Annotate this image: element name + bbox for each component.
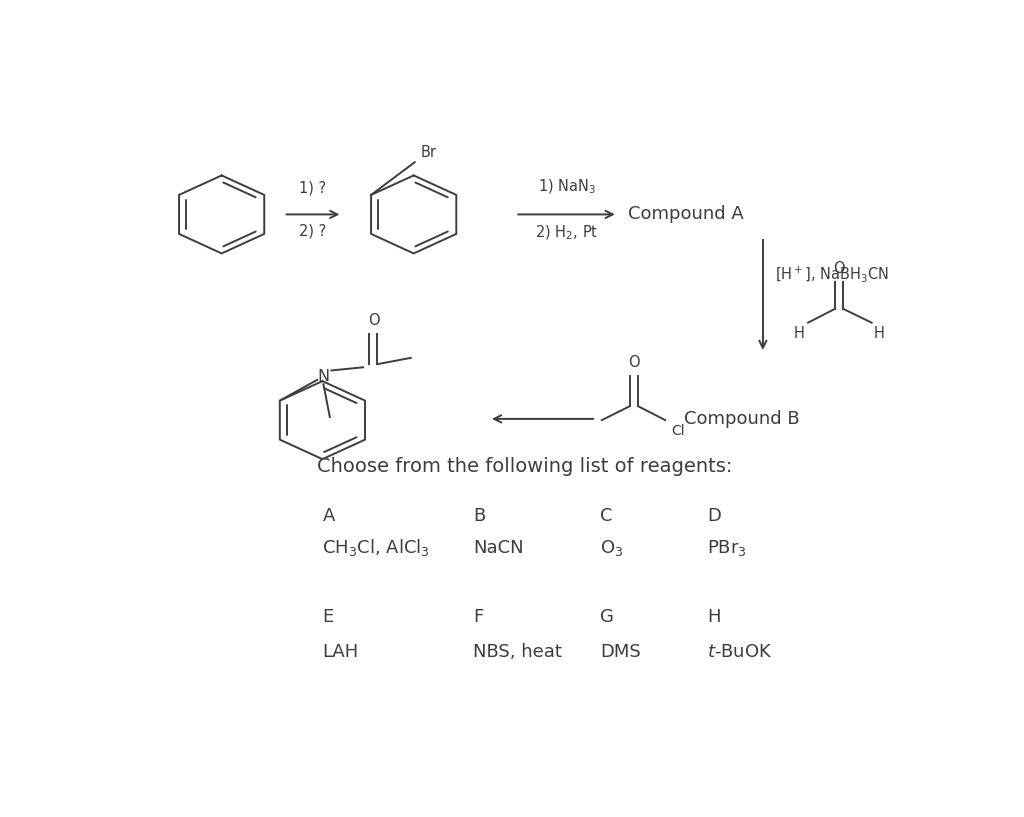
Text: 2) ?: 2) ? (299, 224, 327, 239)
Text: N: N (317, 369, 330, 384)
Text: H: H (794, 327, 804, 342)
Text: A: A (323, 507, 335, 525)
Text: Choose from the following list of reagents:: Choose from the following list of reagen… (317, 457, 732, 475)
Text: 1) ?: 1) ? (299, 181, 327, 195)
Text: F: F (473, 608, 483, 626)
Text: O: O (368, 313, 379, 328)
Text: PBr$_3$: PBr$_3$ (708, 538, 748, 558)
Text: Compound B: Compound B (684, 410, 799, 428)
Text: CH$_3$Cl, AlCl$_3$: CH$_3$Cl, AlCl$_3$ (323, 538, 430, 558)
Text: NaCN: NaCN (473, 539, 524, 557)
Text: O: O (834, 261, 845, 276)
Text: H: H (708, 608, 721, 626)
Text: D: D (708, 507, 721, 525)
Text: LAH: LAH (323, 643, 358, 661)
Text: C: C (600, 507, 612, 525)
Text: 2) H$_2$, Pt: 2) H$_2$, Pt (536, 224, 598, 243)
Text: Br: Br (421, 145, 437, 159)
Text: G: G (600, 608, 614, 626)
Text: DMS: DMS (600, 643, 641, 661)
Text: O$_3$: O$_3$ (600, 538, 624, 558)
Text: B: B (473, 507, 485, 525)
Text: E: E (323, 608, 334, 626)
Text: H: H (874, 327, 885, 342)
Text: O: O (629, 355, 640, 370)
Text: Cl: Cl (672, 424, 685, 438)
Text: [H$^+$], NaBH$_3$CN: [H$^+$], NaBH$_3$CN (775, 265, 889, 284)
Text: Compound A: Compound A (628, 205, 743, 223)
Text: NBS, heat: NBS, heat (473, 643, 562, 661)
Text: 1) NaN$_3$: 1) NaN$_3$ (538, 177, 596, 195)
Text: $t$-BuOK: $t$-BuOK (708, 643, 773, 661)
